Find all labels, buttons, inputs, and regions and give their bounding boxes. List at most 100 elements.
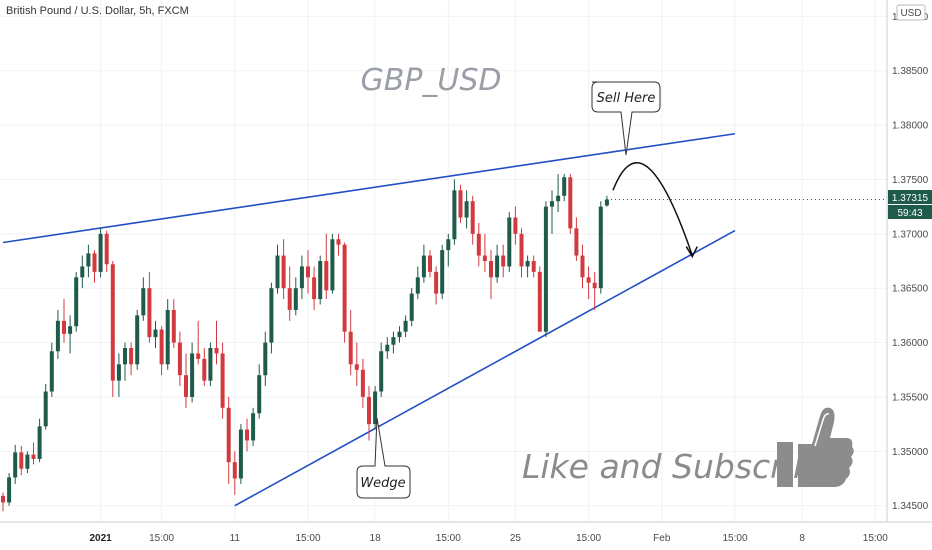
candle [202,348,207,387]
candle-body [458,190,463,218]
time-tick-label: 18 [370,533,382,544]
candle-body [86,253,91,267]
candle [342,242,347,343]
candle [409,288,414,327]
candle-body [470,201,475,234]
candle [318,255,323,305]
candle-body [501,255,506,267]
candle [251,407,256,446]
candle [562,174,567,202]
candle [208,342,213,387]
candle-body [116,364,121,381]
candle [25,451,30,474]
candle [385,337,390,359]
candle [214,320,219,365]
candle-body [580,255,585,278]
current-price-value: 1.37315 [892,193,929,204]
time-tick-label: 8 [799,533,805,544]
candle [257,364,262,419]
candle [135,309,140,370]
candle [592,271,597,310]
candle-body [251,413,256,441]
candle-body [135,315,140,365]
candle [604,195,609,207]
candle [446,233,451,267]
candle [159,326,164,376]
candle-body [275,255,280,289]
candle [586,266,591,300]
candle-body [153,329,158,338]
candle-body [592,282,597,289]
trendline-upper [2,132,736,244]
candle-body [196,353,201,359]
candle-body [482,255,487,261]
candle [397,326,402,343]
candle-body [68,326,73,334]
candle-body [299,266,304,289]
candle [550,190,554,234]
candle [568,174,573,234]
candle [379,342,384,397]
candle [1,492,5,512]
candle-body [373,391,378,425]
price-tick-label: 1.37500 [892,175,929,186]
candle [336,233,341,256]
candle [428,250,432,278]
candle-body [330,239,335,291]
candle-body [62,320,66,334]
price-axis[interactable] [887,0,932,550]
price-tick-label: 1.36500 [892,284,929,295]
candle [245,418,249,452]
candle-body [324,261,329,291]
candle [330,233,335,294]
candle-body [312,277,317,300]
candle-body [238,429,243,479]
time-tick-label: 15:00 [436,533,461,544]
candle-body [568,177,573,229]
candle-body [513,217,518,234]
candle [354,342,359,387]
candle-body [495,255,500,278]
candle-body [13,452,18,478]
candle [80,255,85,289]
candle [537,266,542,332]
candle-body [531,261,536,272]
currency-box[interactable] [896,4,926,21]
current-price-tag [888,190,932,204]
candle-body [306,266,310,278]
candle [299,255,304,300]
time-axis-ticks[interactable]: 2021 15:00 11 15:00 18 15:00 25 15:00 Feb 15:00 8 1… [89,533,888,544]
candle-body [537,271,542,332]
candle-body [232,462,237,479]
candle-body [171,309,176,343]
candle [293,277,298,316]
candle [141,277,146,321]
candle [464,190,469,229]
candle [19,445,24,476]
candle-body [49,351,54,392]
candle-body [281,255,286,289]
candle [275,244,280,294]
candle-body [214,348,219,354]
candle-body [598,206,603,289]
sell-callout-box [591,81,661,156]
candle-body [37,426,42,459]
candle-body [507,217,512,267]
candle-body [147,288,152,338]
candle [482,233,487,272]
candle-body [397,331,402,338]
candle-body [92,253,97,272]
price-tick-label: 1.34500 [892,501,929,512]
candle [598,201,603,294]
candle [525,255,530,278]
price-tick-label: 1.37000 [892,229,929,240]
candle-body [1,495,5,503]
countdown-value: 59:43 [897,208,922,219]
candle [531,255,536,278]
candle-body [525,261,530,267]
candle [98,228,103,278]
candle [55,309,60,359]
candle-body [257,375,262,414]
candle [403,315,408,338]
